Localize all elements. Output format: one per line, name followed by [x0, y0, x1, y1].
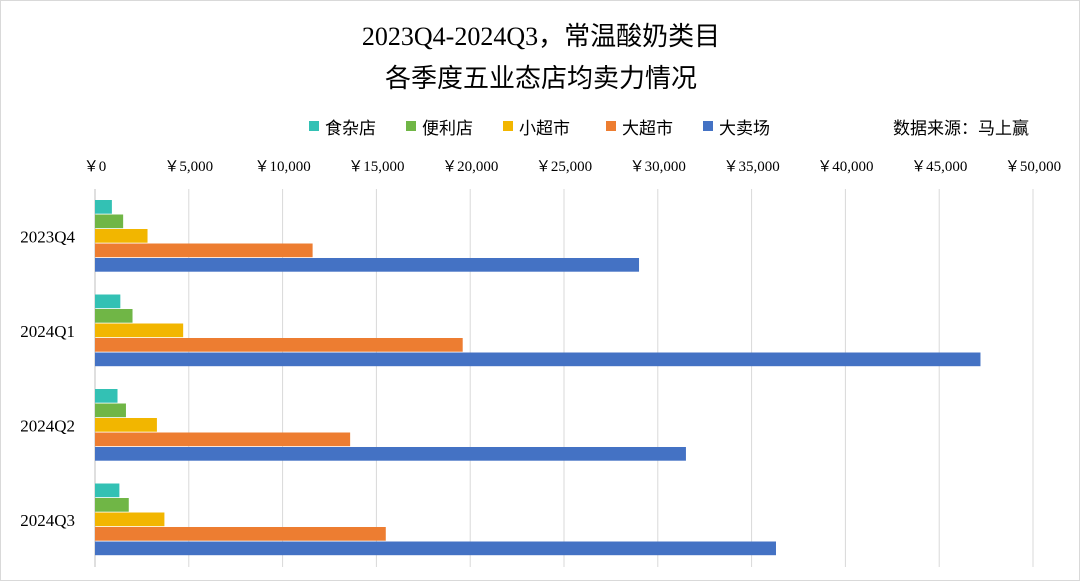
bar	[95, 403, 126, 418]
legend-label: 小超市	[519, 119, 570, 138]
x-tick-label: ￥25,000	[536, 159, 592, 175]
chart-title-line-2: 各季度五业态店均卖力情况	[385, 64, 697, 93]
x-tick-label: ￥5,000	[164, 159, 213, 175]
x-tick-label: ￥40,000	[817, 159, 873, 175]
bar	[95, 512, 165, 527]
bar	[95, 447, 686, 461]
x-tick-label: ￥10,000	[254, 159, 310, 175]
x-tick-label: ￥20,000	[442, 159, 498, 175]
bar	[95, 432, 351, 447]
category-label: 2024Q1	[20, 322, 75, 341]
category-label: 2024Q2	[20, 416, 75, 435]
category-label: 2024Q3	[20, 511, 75, 530]
x-axis-tick-labels: ￥0 ￥5,000 ￥10,000 ￥15,000 ￥20,000 ￥25,000 ￥30,…	[84, 159, 1061, 175]
bar	[95, 527, 386, 541]
category-labels: 2023Q4 2024Q1 2024Q2 2024Q3	[20, 227, 75, 530]
chart-title-line-1: 2023Q4-2024Q3，常温酸奶类目	[362, 22, 720, 51]
bar	[95, 541, 776, 556]
bar	[95, 309, 133, 323]
x-tick-label: ￥50,000	[1005, 159, 1061, 175]
bar	[95, 498, 129, 512]
x-tick-label: ￥35,000	[723, 159, 779, 175]
source-note: 数据来源：马上赢	[893, 119, 1029, 138]
bars	[95, 200, 981, 556]
legend-swatch	[309, 121, 319, 131]
legend-label: 食杂店	[325, 119, 376, 138]
x-tick-label: ￥0	[84, 159, 107, 175]
bar	[95, 229, 148, 243]
x-tick-label: ￥15,000	[348, 159, 404, 175]
legend-swatch	[406, 121, 416, 131]
legend-swatch	[503, 121, 513, 131]
legend: 食杂店 便利店 小超市 大超市 大卖场	[309, 119, 770, 138]
bar	[95, 352, 981, 367]
legend-label: 大超市	[622, 119, 673, 138]
legend-swatch	[703, 121, 713, 131]
legend-label: 大卖场	[719, 119, 770, 138]
x-tick-label: ￥30,000	[630, 159, 686, 175]
bar	[95, 389, 118, 403]
bar	[95, 323, 184, 338]
legend-swatch	[606, 121, 616, 131]
bar	[95, 214, 124, 229]
bar	[95, 243, 313, 258]
bar	[95, 294, 121, 309]
bar	[95, 418, 157, 432]
bar	[95, 483, 120, 498]
category-label: 2023Q4	[20, 227, 75, 246]
legend-label: 便利店	[422, 119, 473, 138]
bar	[95, 200, 112, 214]
bar	[95, 258, 640, 272]
x-tick-label: ￥45,000	[911, 159, 967, 175]
bar	[95, 338, 463, 352]
